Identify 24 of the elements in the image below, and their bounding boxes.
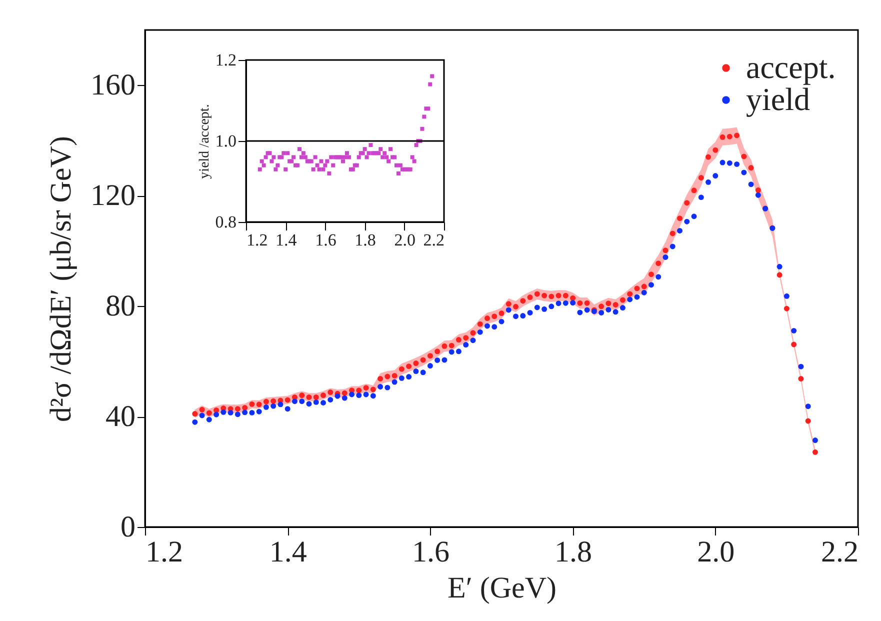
x-tick-label: 1.2: [146, 536, 183, 568]
x-tick-label: 1.4: [269, 536, 307, 568]
y-axis-title: yield /accept.: [197, 104, 212, 179]
x-tick-label: 1.6: [412, 536, 450, 568]
y-tick-label: 80: [106, 290, 136, 323]
x-axis-title: E′ (GeV): [447, 572, 557, 604]
x-tick-label: 1.4: [275, 230, 298, 250]
x-tick-label: 1.6: [315, 230, 336, 250]
legend-label: accept.: [746, 49, 836, 85]
x-tick-label: 2.0: [394, 230, 416, 250]
y-tick-label: 1.2: [215, 50, 236, 70]
x-tick-label: 2.2: [821, 536, 858, 568]
x-tick-label: 2.2: [423, 230, 444, 250]
x-tick-label: 1.2: [246, 230, 268, 250]
y-tick-label: 40: [106, 400, 136, 434]
y-tick-label: 1.0: [215, 132, 236, 150]
y-tick-label: 0.8: [215, 212, 236, 232]
y-axis-title: d²σ /dΩdE′ (μb/sr GeV): [44, 136, 78, 422]
y-tick-label: 120: [90, 179, 136, 212]
x-tick-label: 1.8: [354, 230, 376, 250]
y-tick-label: 0: [120, 510, 136, 544]
x-tick-label: 2.0: [697, 536, 735, 568]
y-tick-label: 160: [90, 68, 136, 102]
x-tick-label: 1.8: [554, 536, 592, 568]
